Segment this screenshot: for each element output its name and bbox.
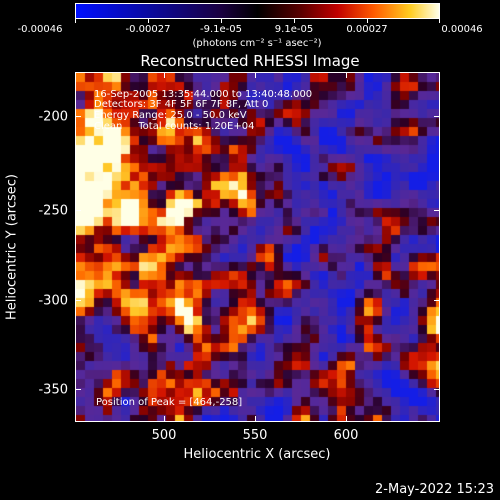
colorbar-tick [148,18,149,23]
plot-title: Reconstructed RHESSI Image [140,52,360,70]
peak-position-text: Position of Peak = [464,-258] [96,397,243,408]
y-tick-label: -300 [38,293,68,309]
colorbar-tick [439,18,440,23]
colorbar-tick [367,18,368,23]
colorbar-tick-label: 9.1e-05 [274,24,314,35]
colorbar [75,3,440,19]
x-tick-label: 600 [333,428,359,443]
info-line-clean: Clean Total counts: 1.20E+04 [94,121,255,132]
y-axis-label: Heliocentric Y (arcsec) [4,174,20,320]
info-line-detectors: Detectors: 3F 4F 5F 6F 7F 8F, Att 0 [94,99,269,110]
y-tick-mark [434,116,440,117]
info-line-time: 16-Sep-2005 13:35:44.000 to 13:40:48.000 [94,89,313,100]
colorbar-tick-label: 0.00046 [441,24,483,35]
x-tick-mark [255,416,256,422]
y-tick-mark [75,116,81,117]
x-tick-mark [346,416,347,422]
colorbar-tick [294,18,295,23]
y-tick-label: -200 [38,109,68,125]
x-tick-label: 550 [242,428,268,443]
info-line-energy: Energy Range: 25.0 - 50.0 keV [94,110,247,121]
x-tick-mark [255,72,256,78]
y-tick-mark [75,210,81,211]
colorbar-tick [221,18,222,23]
x-tick-mark [164,72,165,78]
colorbar-tick-label: -0.00027 [125,24,171,35]
y-tick-mark [434,300,440,301]
x-axis-label: Heliocentric X (arcsec) [183,447,331,462]
x-tick-label: 500 [151,428,177,443]
colorbar-tick-label: -0.00046 [17,24,63,35]
colorbar-units: (photons cm⁻² s⁻¹ asec⁻²) [192,38,322,49]
y-tick-mark [75,300,81,301]
y-tick-mark [434,389,440,390]
colorbar-tick [75,18,76,23]
x-tick-mark [346,72,347,78]
y-tick-mark [434,210,440,211]
colorbar-tick-label: -9.1e-05 [200,24,242,35]
image-plot-frame: 16-Sep-2005 13:35:44.000 to 13:40:48.000… [75,72,440,422]
timestamp: 2-May-2022 15:23 [375,482,494,497]
y-tick-label: -350 [38,382,68,398]
x-tick-mark [164,416,165,422]
colorbar-tick-label: 0.00027 [346,24,388,35]
y-tick-mark [75,389,81,390]
rhessi-image [76,73,439,421]
y-tick-label: -250 [38,203,68,219]
